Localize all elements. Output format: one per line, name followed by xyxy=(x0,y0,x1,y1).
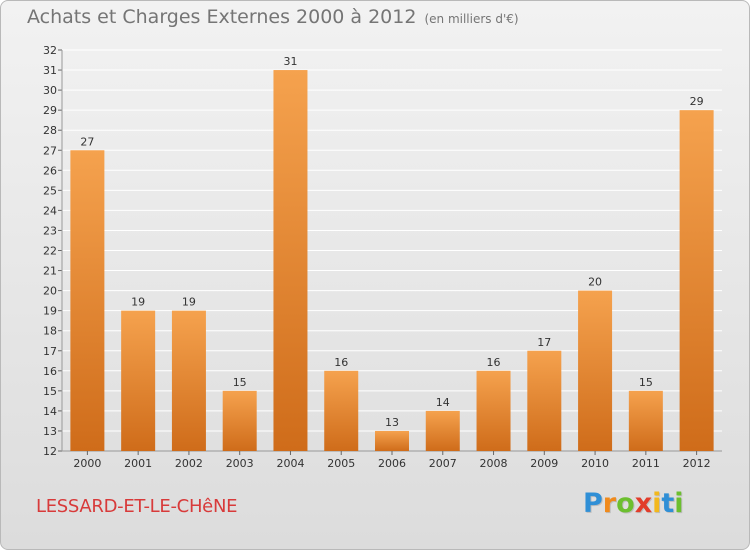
y-tick-label: 32 xyxy=(43,44,57,57)
chart-unit: (en milliers d'€) xyxy=(424,12,519,26)
bar xyxy=(375,430,409,451)
bar xyxy=(324,370,359,451)
y-tick-label: 13 xyxy=(43,425,57,438)
x-tick-label: 2001 xyxy=(124,457,152,470)
proxiti-logo[interactable]: Proxiti xyxy=(583,488,684,519)
y-tick-label: 16 xyxy=(43,365,57,378)
grid-layer xyxy=(58,49,722,455)
bar-value-label: 15 xyxy=(639,376,653,389)
y-tick-label: 22 xyxy=(43,245,57,258)
logo-letter: P xyxy=(583,488,603,519)
y-tick-label: 30 xyxy=(43,84,57,97)
y-tick-label: 29 xyxy=(43,104,57,117)
y-tick-label: 24 xyxy=(43,204,57,217)
logo-letter: o xyxy=(616,488,635,519)
y-tick-label: 20 xyxy=(43,285,57,298)
bar-value-label: 13 xyxy=(385,416,399,429)
bar-value-label: 29 xyxy=(690,95,704,108)
x-tick-label: 2010 xyxy=(581,457,609,470)
bar-value-label: 31 xyxy=(283,55,297,68)
bars-layer xyxy=(70,70,714,452)
x-tick-label: 2011 xyxy=(632,457,660,470)
x-tick-label: 2007 xyxy=(429,457,457,470)
x-tick-label: 2004 xyxy=(276,457,304,470)
y-tick-label: 21 xyxy=(43,265,57,278)
y-tick-label: 15 xyxy=(43,385,57,398)
y-tick-label: 17 xyxy=(43,345,57,358)
x-tick-label: 2008 xyxy=(480,457,508,470)
y-tick-label: 18 xyxy=(43,325,57,338)
logo-letter: x xyxy=(634,488,653,519)
bar-value-label: 16 xyxy=(334,356,348,369)
bar xyxy=(273,70,308,452)
commune-name: LESSARD-ET-LE-CHêNE xyxy=(36,496,238,517)
y-tick-label: 19 xyxy=(43,305,57,318)
logo-letter: t xyxy=(661,488,675,519)
y-tick-label: 25 xyxy=(43,184,57,197)
chart-title: Achats et Charges Externes 2000 à 2012 (e… xyxy=(27,6,519,28)
chart-title-text: Achats et Charges Externes 2000 à 2012 xyxy=(27,6,417,28)
logo-letter: i xyxy=(674,488,684,519)
y-tick-label: 14 xyxy=(43,405,57,418)
x-tick-label: 2002 xyxy=(175,457,203,470)
bar xyxy=(679,110,714,452)
x-tick-label: 2006 xyxy=(378,457,406,470)
bar xyxy=(628,390,663,451)
y-tick-label: 12 xyxy=(43,445,57,458)
bar xyxy=(425,410,460,451)
bar-value-label: 16 xyxy=(487,356,501,369)
bar-value-label: 15 xyxy=(233,376,247,389)
y-tick-label: 27 xyxy=(43,144,57,157)
y-tick-label: 31 xyxy=(43,64,57,77)
y-tick-label: 28 xyxy=(43,124,57,137)
bar-value-label: 14 xyxy=(436,396,450,409)
bar-value-label: 19 xyxy=(131,296,145,309)
x-tick-label: 2012 xyxy=(683,457,711,470)
logo-letter: i xyxy=(652,488,662,519)
labels-layer: 12 13 14 15 16 17 18 19 20 21 22 23 24 25 26 27 28 29 30 31… xyxy=(43,44,711,470)
bar-value-label: 20 xyxy=(588,276,602,289)
x-tick-label: 2003 xyxy=(226,457,254,470)
bar xyxy=(578,290,613,451)
bar xyxy=(171,310,206,451)
x-tick-label: 2005 xyxy=(327,457,355,470)
bar xyxy=(121,310,156,451)
x-tick-label: 2009 xyxy=(530,457,558,470)
bar xyxy=(222,390,257,451)
bar xyxy=(527,350,562,451)
bar xyxy=(476,370,511,451)
bar-value-label: 19 xyxy=(182,296,196,309)
y-tick-label: 23 xyxy=(43,224,57,237)
x-tick-label: 2000 xyxy=(73,457,101,470)
y-tick-label: 26 xyxy=(43,164,57,177)
bar-value-label: 17 xyxy=(537,336,551,349)
bar xyxy=(70,150,105,451)
bar-value-label: 27 xyxy=(80,135,94,148)
logo-letter: r xyxy=(602,488,617,519)
